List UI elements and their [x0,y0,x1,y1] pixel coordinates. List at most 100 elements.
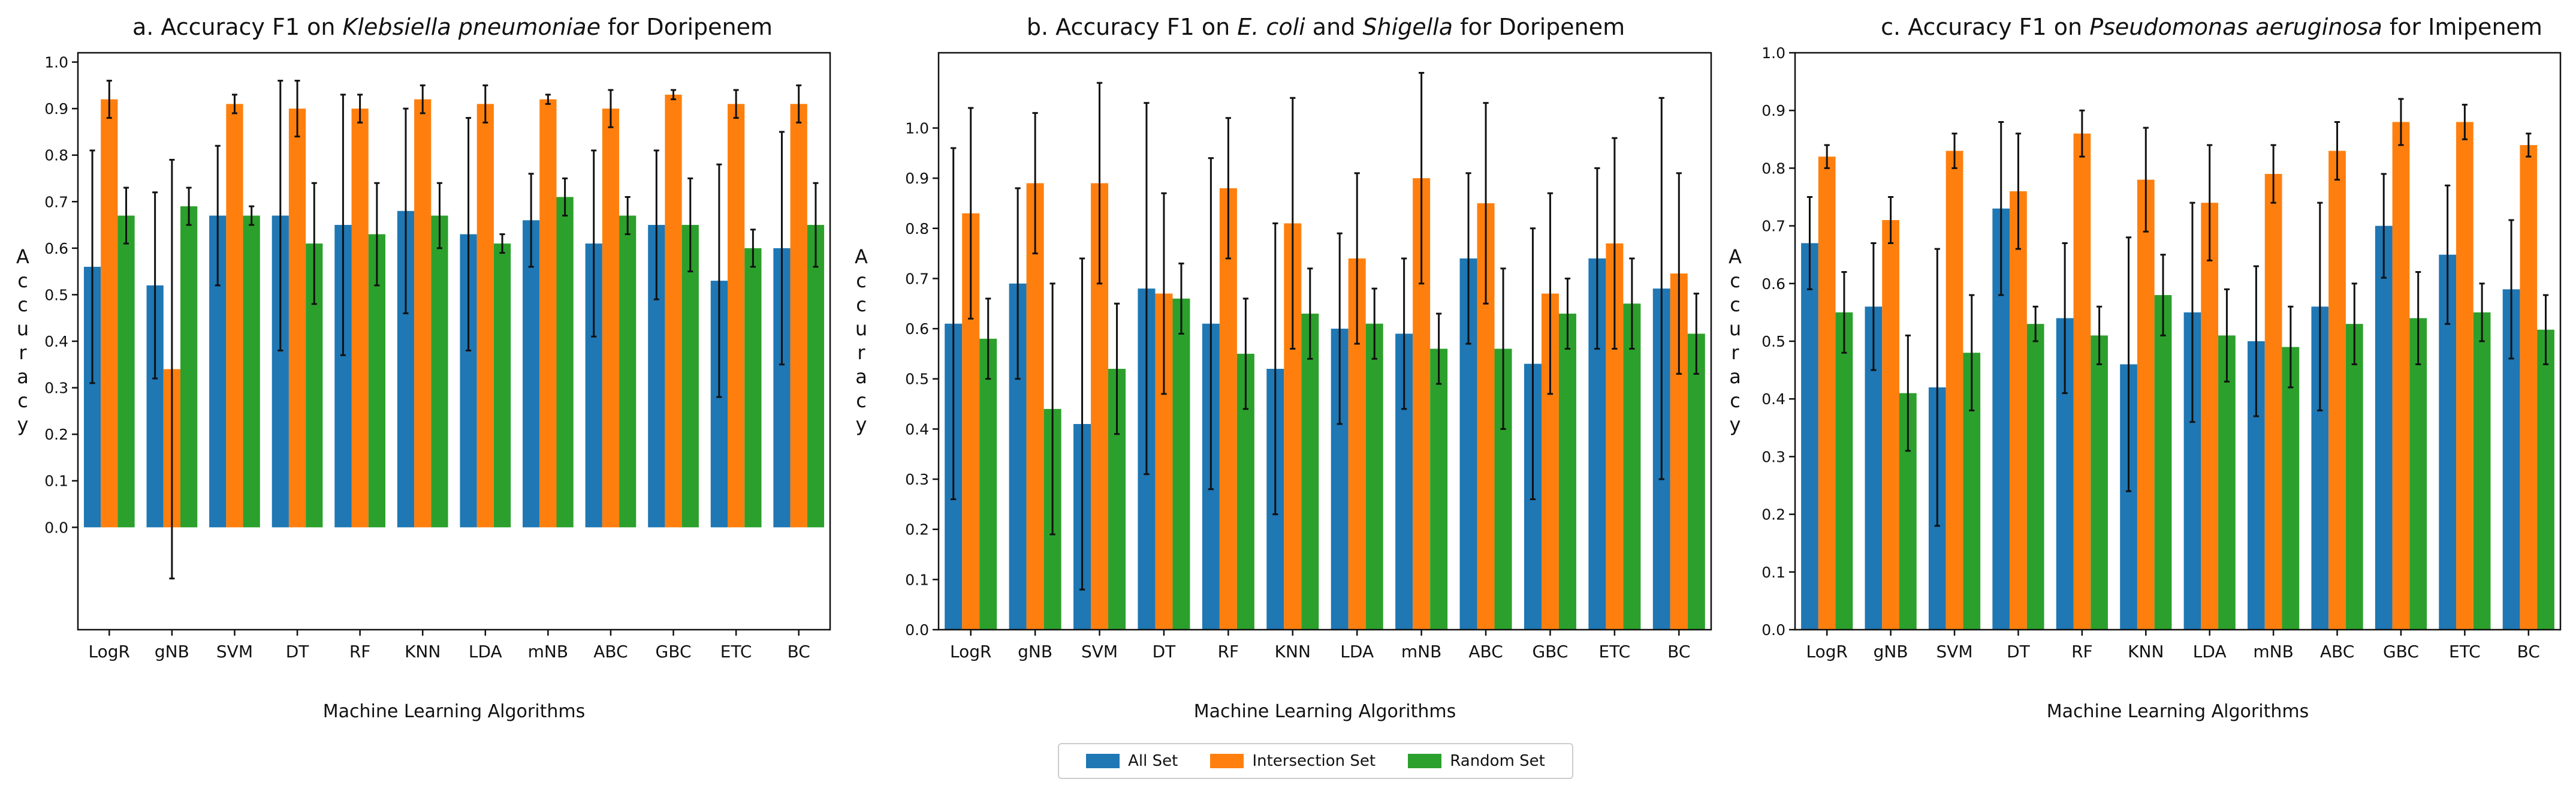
y-tick-label: 0.1 [1761,564,1785,581]
bar-intersection-set-mnb [539,99,557,528]
x-tick-label-gnb: gNB [155,642,189,661]
bar-random-set-logr [117,215,135,528]
bar-intersection-set-svm [226,104,243,528]
x-tick-label-lda: LDA [2193,642,2227,661]
y-tick-label: 1.0 [1761,44,1785,62]
y-tick-label: 0.0 [1761,621,1785,639]
y-tick-label: 0.3 [44,380,68,397]
y-tick-label: 0.3 [905,471,929,488]
bar-intersection-set-knn [414,99,432,528]
y-tick-label: 0.0 [905,621,929,639]
chart-title: b. Accuracy F1 on E. coli and Shigella f… [1027,14,1625,40]
chart-legend: All Set Intersection Set Random Set [1058,743,1573,779]
x-tick-label-lda: LDA [1340,642,1374,661]
bar-intersection-set-rf [2073,133,2091,630]
bar-random-set-etc [2473,312,2491,630]
bar-intersection-set-dt [288,109,306,528]
bar-intersection-set-logr [1818,157,1836,630]
bar-random-set-knn [431,215,448,528]
x-tick-label-mnb: mNB [1401,642,1441,661]
legend-label-intersection-set: Intersection Set [1252,752,1376,770]
bar-random-set-lda [2218,335,2236,630]
x-tick-label-mnb: mNB [528,642,568,661]
bar-random-set-etc [1623,303,1641,630]
y-tick-label: 0.7 [44,193,68,210]
y-tick-label: 0.5 [905,371,929,388]
x-tick-label-logr: LogR [89,642,130,661]
legend-item-intersection-set: Intersection Set [1210,752,1376,770]
y-tick-label: 0.2 [905,521,929,539]
chart-panel-3: 0.0 0.1 0.2 0.3 0.4 0.5 0.6 0.7 0.8 0.9 1.0 LogR gNB… [1729,14,2562,722]
y-tick-label: 0.8 [905,220,929,237]
bar-random-set-dt [1172,298,1190,630]
x-tick-label-svm: SVM [1081,642,1118,661]
y-tick-label: 0.4 [905,420,929,438]
bar-intersection-set-logr [101,99,118,528]
bar-random-set-bc [807,225,825,528]
bar-intersection-set-gbc [2392,122,2410,630]
bar-random-set-etc [744,248,762,528]
x-tick-label-gnb: gNB [1018,642,1052,661]
chart-title: c. Accuracy F1 on Pseudomonas aeruginosa… [1881,14,2542,40]
x-tick-label-bc: BC [2517,642,2540,661]
y-tick-label: 0.8 [1761,160,1785,177]
x-axis-label: Machine Learning Algorithms [1194,701,1456,722]
bar-intersection-set-bc [790,104,807,528]
y-tick-label: 0.7 [1761,218,1785,235]
y-tick-label: 0.7 [905,270,929,287]
y-tick-label: 0.1 [905,571,929,588]
x-tick-label-rf: RF [349,642,371,661]
bar-intersection-set-lda [476,104,494,528]
bar-intersection-set-rf [351,109,369,528]
y-tick-label: 0.2 [1761,506,1785,524]
bar-random-set-gnb [180,206,198,528]
x-tick-label-gbc: GBC [1532,642,1568,661]
legend-item-random-set: Random Set [1408,752,1545,770]
x-tick-label-dt: DT [286,642,310,661]
x-tick-label-abc: ABC [1468,642,1503,661]
bar-intersection-set-gnb [1026,183,1044,630]
y-tick-label: 0.9 [44,100,68,118]
bar-random-set-lda [493,243,511,528]
x-tick-label-gbc: GBC [2383,642,2419,661]
y-tick-label: 0.5 [44,286,68,303]
y-tick-label: 0.3 [1761,448,1785,465]
x-tick-label-rf: RF [1218,642,1239,661]
bar-intersection-set-knn [2137,179,2155,630]
bar-random-set-svm [243,215,260,528]
bar-random-set-mnb [2282,347,2300,630]
bar-intersection-set-lda [2201,203,2219,630]
x-tick-label-bc: BC [788,642,810,661]
y-tick-label: 0.6 [905,320,929,338]
legend-swatch-all-set [1086,754,1120,768]
y-tick-label: 0.2 [44,426,68,443]
chart-panel-1: 0.0 0.1 0.2 0.3 0.4 0.5 0.6 0.7 0.8 0.9 1.0 LogR gNB… [16,14,831,722]
legend-swatch-intersection-set [1210,754,1244,768]
bar-random-set-lda [1365,323,1383,630]
y-tick-label: 0.1 [44,473,68,490]
x-tick-label-etc: ETC [2449,642,2481,661]
bar-intersection-set-mnb [2264,174,2282,630]
x-axis-label: Machine Learning Algorithms [2047,701,2309,722]
x-tick-label-logr: LogR [950,642,991,661]
bar-random-set-dt [2026,324,2044,630]
x-tick-label-knn: KNN [1275,642,1311,661]
x-tick-label-dt: DT [2007,642,2031,661]
bar-intersection-set-dt [2010,191,2027,630]
y-tick-label: 0.5 [1761,333,1785,350]
x-tick-label-svm: SVM [1936,642,1972,661]
bar-intersection-set-abc [602,109,620,528]
x-tick-label-etc: ETC [1599,642,1631,661]
y-tick-label: 0.9 [1761,102,1785,119]
y-tick-label: 0.8 [44,147,68,164]
y-tick-label: 0.4 [44,333,68,350]
y-tick-label: 0.6 [44,240,68,257]
y-tick-label: 1.0 [44,54,68,71]
x-tick-label-dt: DT [1153,642,1177,661]
x-tick-label-svm: SVM [216,642,253,661]
y-tick-label: 0.6 [1761,275,1785,293]
